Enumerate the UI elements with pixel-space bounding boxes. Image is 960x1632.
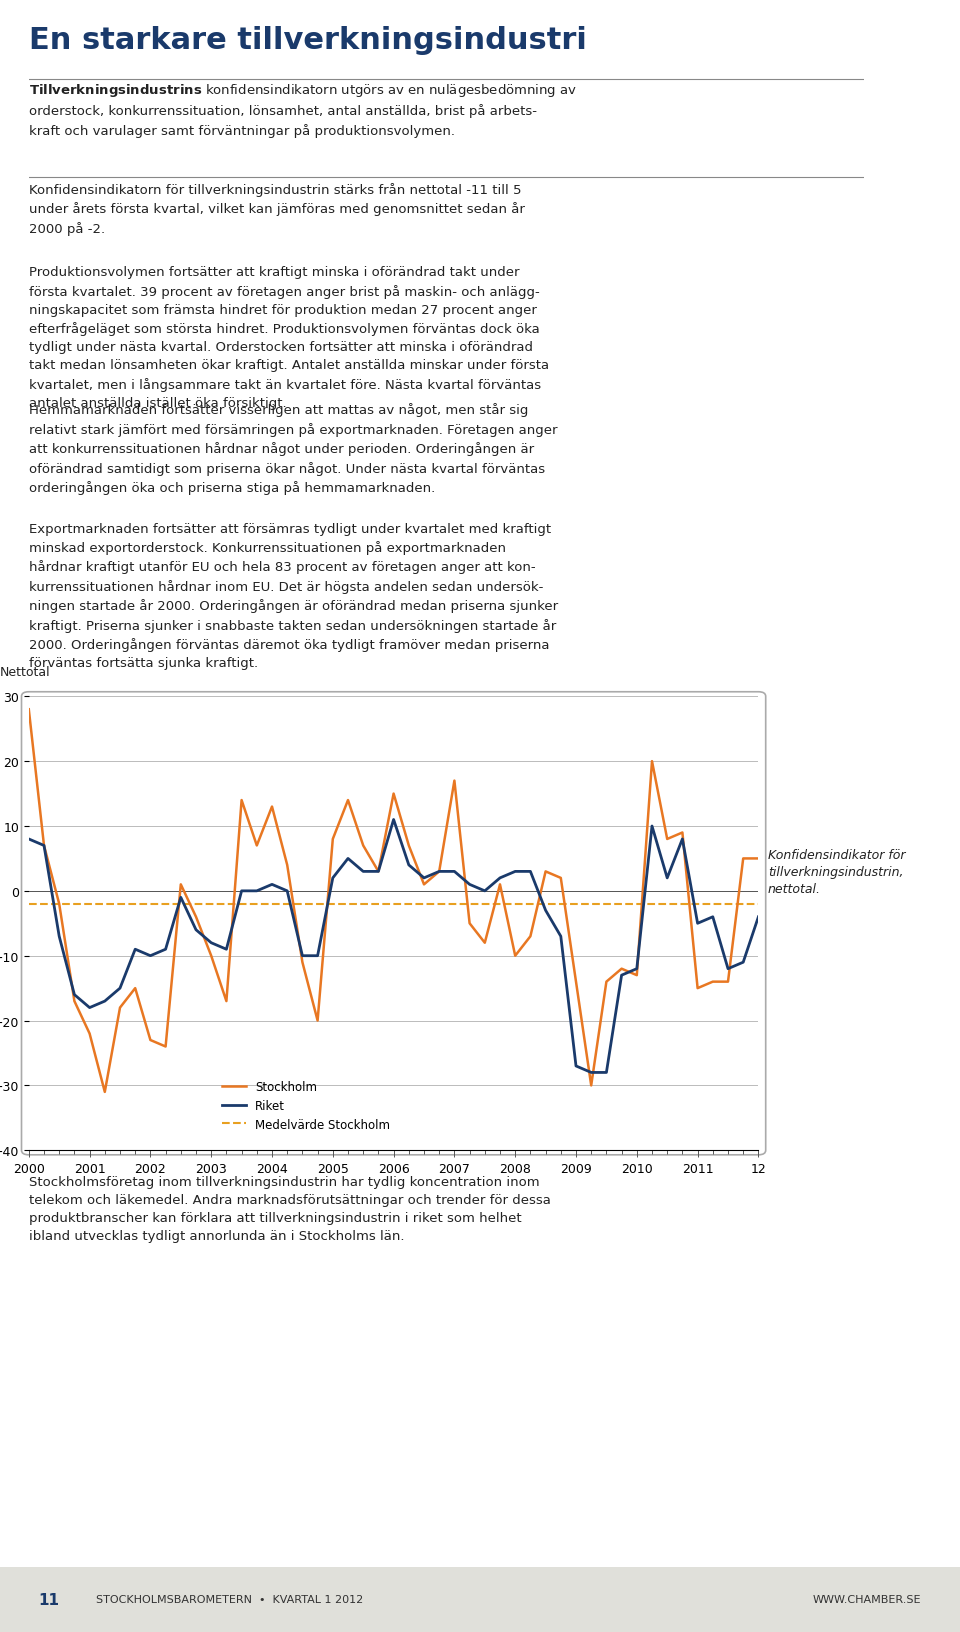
Text: STOCKHOLMSBAROMETERN  •  KVARTAL 1 2012: STOCKHOLMSBAROMETERN • KVARTAL 1 2012 — [96, 1594, 363, 1604]
Text: $\bf{Tillverkningsindustrins}$ konfidensindikatorn utgörs av en nulägesbedömning: $\bf{Tillverkningsindustrins}$ konfidens… — [29, 82, 577, 137]
Text: Konfidensindikator för
tillverkningsindustrin,
nettotal.: Konfidensindikator för tillverkningsindu… — [768, 849, 905, 896]
Legend: Stockholm, Riket, Medelvärde Stockholm: Stockholm, Riket, Medelvärde Stockholm — [217, 1075, 395, 1136]
Text: Konfidensindikatorn för tillverkningsindustrin stärks från nettotal -11 till 5
u: Konfidensindikatorn för tillverkningsind… — [29, 183, 525, 235]
Text: Exportmarknaden fortsätter att försämras tydligt under kvartalet med kraftigt
mi: Exportmarknaden fortsätter att försämras… — [29, 522, 558, 669]
Text: 11: 11 — [38, 1591, 60, 1608]
Text: Stockholmsföretag inom tillverkningsindustrin har tydlig koncentration inom
tele: Stockholmsföretag inom tillverkningsindu… — [29, 1175, 551, 1242]
Text: Nettotal: Nettotal — [0, 666, 50, 679]
Text: Hemmamarknaden fortsätter visserligen att mattas av något, men står sig
relativt: Hemmamarknaden fortsätter visserligen at… — [29, 403, 558, 494]
FancyBboxPatch shape — [21, 692, 766, 1155]
Text: WWW.CHAMBER.SE: WWW.CHAMBER.SE — [813, 1594, 922, 1604]
Text: En starkare tillverkningsindustri: En starkare tillverkningsindustri — [29, 26, 587, 55]
Text: Produktionsvolymen fortsätter att kraftigt minska i oförändrad takt under
första: Produktionsvolymen fortsätter att krafti… — [29, 266, 549, 410]
